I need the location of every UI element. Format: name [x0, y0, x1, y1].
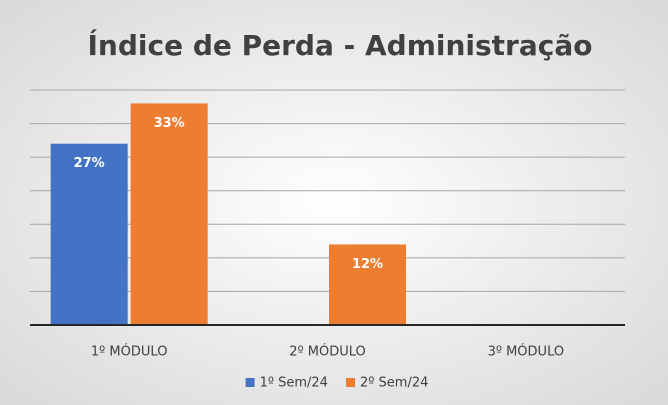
data-label: 27%: [74, 156, 105, 171]
bar: [130, 103, 208, 325]
data-label: 12%: [352, 257, 383, 272]
data-label: 33%: [154, 116, 185, 131]
legend-swatch: [346, 378, 355, 387]
legend-label: 1º Sem/24: [260, 376, 328, 391]
x-tick-label: 2º MÓDULO: [289, 344, 366, 360]
legend-swatch: [245, 378, 255, 387]
x-tick-label: 1º MÓDULO: [91, 344, 168, 360]
chart-title: Índice de Perda - Administração: [88, 28, 593, 62]
x-tick-label: 3º MÓDULO: [488, 344, 565, 360]
legend-label: 2º Sem/24: [360, 376, 428, 391]
bar: [329, 244, 406, 325]
bar: [50, 143, 128, 325]
